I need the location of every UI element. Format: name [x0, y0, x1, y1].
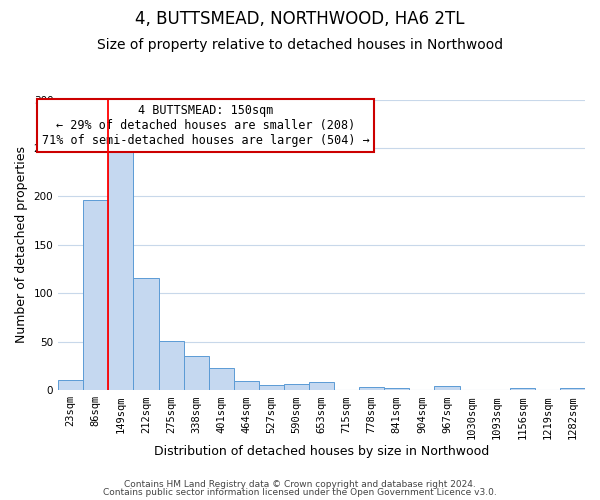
- Bar: [385, 388, 409, 390]
- Bar: [58, 380, 83, 390]
- Bar: [209, 368, 234, 390]
- Text: Contains public sector information licensed under the Open Government Licence v3: Contains public sector information licen…: [103, 488, 497, 497]
- Bar: [259, 384, 284, 390]
- Text: Size of property relative to detached houses in Northwood: Size of property relative to detached ho…: [97, 38, 503, 52]
- Bar: [234, 380, 259, 390]
- Bar: [158, 341, 184, 390]
- Bar: [560, 388, 585, 390]
- Bar: [434, 386, 460, 390]
- Bar: [109, 147, 133, 390]
- Bar: [83, 200, 109, 390]
- Bar: [133, 278, 158, 390]
- Bar: [510, 388, 535, 390]
- Bar: [309, 382, 334, 390]
- Bar: [184, 356, 209, 390]
- Bar: [284, 384, 309, 390]
- Y-axis label: Number of detached properties: Number of detached properties: [15, 146, 28, 344]
- Text: Contains HM Land Registry data © Crown copyright and database right 2024.: Contains HM Land Registry data © Crown c…: [124, 480, 476, 489]
- X-axis label: Distribution of detached houses by size in Northwood: Distribution of detached houses by size …: [154, 444, 489, 458]
- Text: 4 BUTTSMEAD: 150sqm
← 29% of detached houses are smaller (208)
71% of semi-detac: 4 BUTTSMEAD: 150sqm ← 29% of detached ho…: [42, 104, 370, 147]
- Text: 4, BUTTSMEAD, NORTHWOOD, HA6 2TL: 4, BUTTSMEAD, NORTHWOOD, HA6 2TL: [135, 10, 465, 28]
- Bar: [359, 388, 385, 390]
